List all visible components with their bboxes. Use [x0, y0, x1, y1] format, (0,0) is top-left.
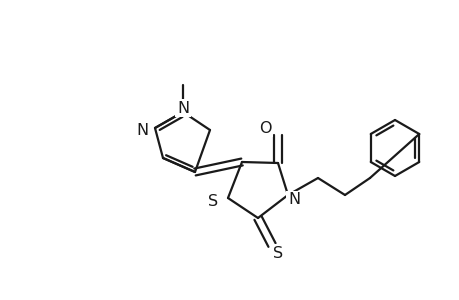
Text: N: N: [177, 100, 189, 116]
Text: N: N: [136, 122, 148, 137]
Text: S: S: [272, 245, 282, 260]
Text: S: S: [207, 194, 218, 209]
Text: O: O: [258, 121, 271, 136]
Text: N: N: [287, 193, 299, 208]
